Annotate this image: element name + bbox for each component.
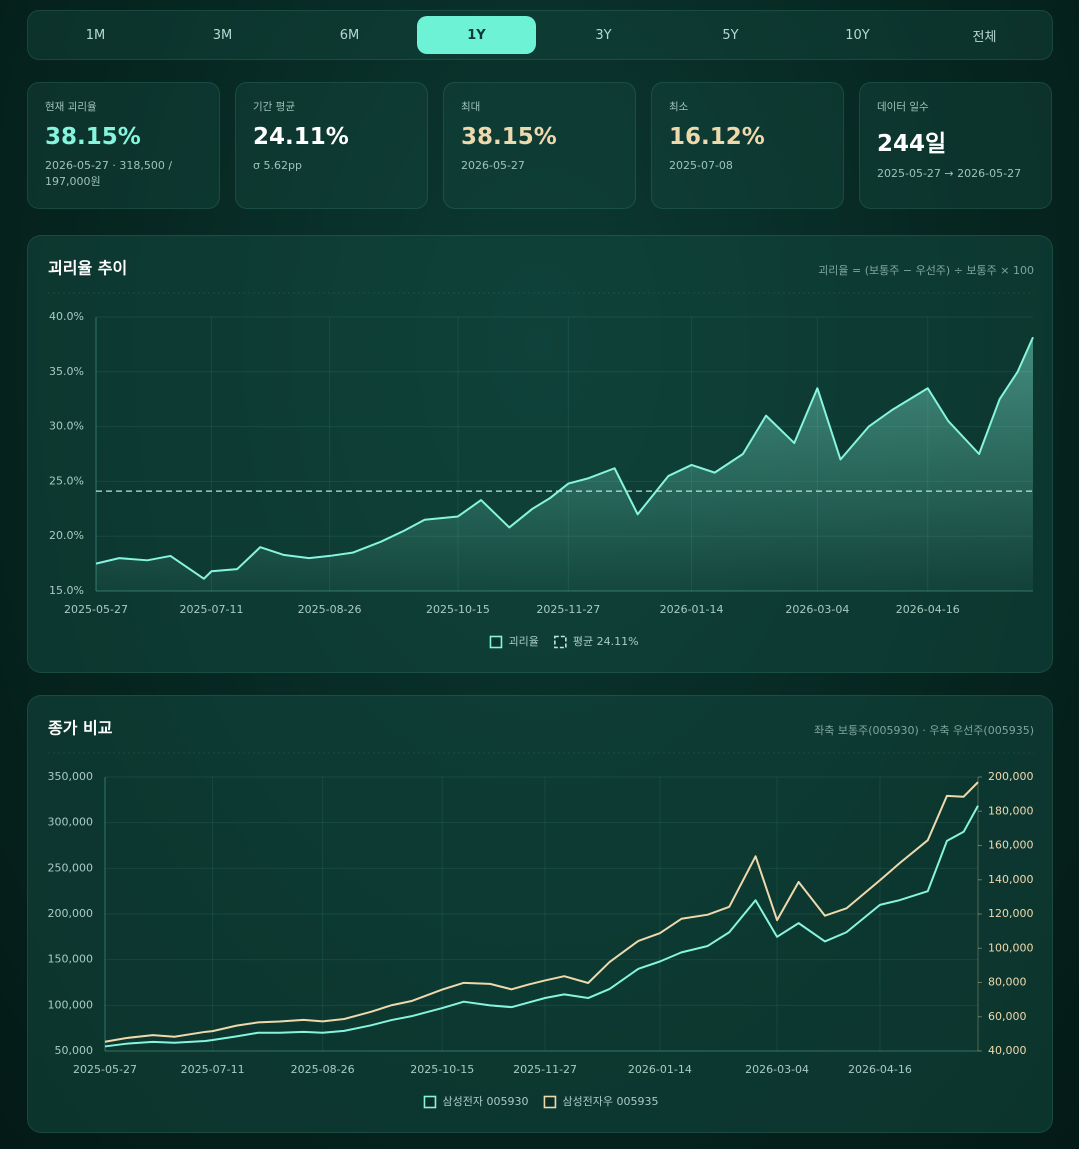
legend: 삼성전자 005930 삼성전자우 005935 [423,1095,659,1109]
stat-label: 현재 괴리율 [45,101,97,113]
stat-value: 16.12% [669,124,765,150]
x-tick-label: 2025-07-11 [180,603,244,616]
stat-label: 기간 평균 [253,101,295,113]
y-tick-label: 200,000 [48,907,94,920]
x-tick-label: 2026-03-04 [745,1063,809,1076]
legend-swatch [423,1095,437,1109]
range-tabs: 1M 3M 6M 1Y 3Y 5Y 10Y 전체 [27,10,1053,60]
y-tick-label: 15.0% [49,584,84,597]
stat-sub: 2025-05-27 → 2026-05-27 [877,167,1022,180]
range-tab[interactable]: 1Y [417,16,536,54]
range-tab[interactable]: 3M [212,27,233,43]
x-tick-label: 2025-11-27 [513,1063,577,1076]
x-tick-label: 2025-08-26 [291,1063,355,1076]
y-tick-label: 50,000 [55,1044,94,1057]
x-tick-label: 2025-10-15 [410,1063,474,1076]
y2-tick-label: 80,000 [988,976,1027,989]
y2-tick-label: 160,000 [988,839,1034,852]
x-tick-label: 2026-04-16 [896,603,960,616]
x-tick-label: 2025-05-27 [73,1063,137,1076]
legend-swatch [554,635,567,649]
y-tick-label: 100,000 [48,998,94,1011]
legend-label: 괴리율 [508,635,538,648]
stat-card: 데이터 일수 244일 2025-05-27 → 2026-05-27 [859,82,1052,209]
chart-panel: 종가 비교 좌축 보통주(005930) · 우축 우선주(005935) 50,0… [27,695,1053,1133]
legend-label: 평균 24.11% [573,635,639,648]
stat-card: 현재 괴리율 38.15% 2026-05-27 · 318,500 / 197,0… [27,82,220,209]
chart-subtitle: 괴리율 = (보통주 − 우선주) ÷ 보통주 × 100 [818,264,1034,277]
y2-tick-label: 40,000 [988,1044,1027,1057]
stat-label: 데이터 일수 [877,101,929,113]
chart: 종가 비교 좌축 보통주(005930) · 우축 우선주(005935) 50,0… [48,719,1034,1109]
stat-value: 244일 [877,131,947,157]
y2-tick-label: 200,000 [988,770,1034,783]
y-tick-label: 25.0% [49,474,84,487]
y2-tick-label: 60,000 [988,1010,1027,1023]
y-tick-label: 150,000 [48,953,94,966]
y-tick-label: 30.0% [49,420,84,433]
y2-tick-label: 180,000 [988,804,1034,817]
chart-title: 괴리율 추이 [48,259,127,278]
stat-value: 38.15% [461,124,557,150]
legend-swatch [489,635,503,649]
y-tick-label: 20.0% [49,529,84,542]
y2-tick-label: 100,000 [988,941,1034,954]
y2-tick-label: 140,000 [988,873,1034,886]
range-tab[interactable]: 6M [339,27,360,43]
y-tick-label: 35.0% [49,365,84,378]
x-tick-label: 2025-05-27 [64,603,128,616]
range-tab[interactable]: 전체 [972,29,997,45]
x-tick-label: 2025-11-27 [536,603,600,616]
legend-swatch [543,1095,557,1109]
stat-card: 최소 16.12% 2025-07-08 [651,82,844,209]
legend-label: 삼성전자 005930 [442,1095,528,1108]
range-tab[interactable]: 3Y [595,27,612,43]
stat-sub: σ 5.62pp [253,159,302,172]
line [104,781,979,1043]
y-tick-label: 250,000 [48,861,94,874]
area [96,337,1033,591]
stat-sub: 2025-07-08 [669,159,733,172]
chart: 괴리율 추이 괴리율 = (보통주 − 우선주) ÷ 보통주 × 100 15.0%… [48,259,1034,649]
range-tab[interactable]: 5Y [722,27,739,43]
x-tick-label: 2025-10-15 [426,603,490,616]
x-tick-label: 2026-03-04 [785,603,849,616]
x-tick-label: 2026-01-14 [660,603,724,616]
x-tick-label: 2026-01-14 [628,1063,692,1076]
y-tick-label: 350,000 [48,770,94,783]
range-tab[interactable]: 10Y [845,27,870,43]
stat-value: 24.11% [253,124,349,150]
y-tick-label: 40.0% [49,310,84,323]
stat-label: 최소 [669,101,689,113]
y-tick-label: 300,000 [48,816,94,829]
stat-sub: 2026-05-27 · 318,500 / 197,000원 [45,159,173,188]
legend: 괴리율 평균 24.11% [489,635,639,649]
legend-label: 삼성전자우 005935 [562,1095,658,1108]
stat-card: 기간 평균 24.11% σ 5.62pp [235,82,428,209]
x-tick-label: 2025-08-26 [298,603,362,616]
range-tab[interactable]: 1M [85,27,106,43]
x-tick-label: 2026-04-16 [848,1063,912,1076]
chart-panel: 괴리율 추이 괴리율 = (보통주 − 우선주) ÷ 보통주 × 100 15.0%… [27,235,1053,673]
chart-subtitle: 좌축 보통주(005930) · 우축 우선주(005935) [814,724,1034,737]
stat-sub: 2026-05-27 [461,159,525,172]
chart-title: 종가 비교 [48,719,113,738]
x-tick-label: 2025-07-11 [181,1063,245,1076]
stat-label: 최대 [461,101,481,113]
line [104,805,979,1048]
stat-value: 38.15% [45,124,141,150]
y2-tick-label: 120,000 [988,907,1034,920]
stat-card: 최대 38.15% 2026-05-27 [443,82,636,209]
